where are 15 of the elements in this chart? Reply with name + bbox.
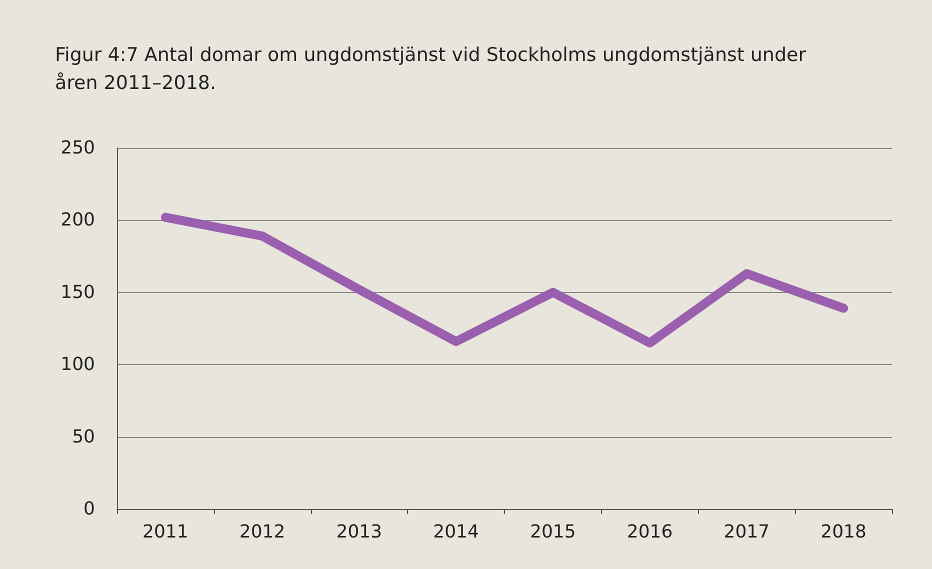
y-tick-label: 250 bbox=[60, 138, 95, 158]
x-tick-label: 2015 bbox=[530, 522, 576, 542]
x-tick-label: 2017 bbox=[724, 522, 770, 542]
y-tick-label: 150 bbox=[60, 282, 95, 303]
x-tick-label: 2016 bbox=[626, 522, 673, 542]
x-tick-label: 2011 bbox=[142, 522, 188, 542]
x-tick-label: 2013 bbox=[336, 522, 382, 542]
y-tick-label: 200 bbox=[60, 210, 95, 231]
y-tick-label: 0 bbox=[84, 498, 95, 520]
x-tick-label: 2014 bbox=[433, 522, 479, 542]
y-tick-label: 100 bbox=[60, 354, 95, 376]
y-tick-label: 50 bbox=[72, 426, 95, 448]
x-tick-label: 2018 bbox=[820, 522, 866, 542]
x-tick-label: 2012 bbox=[239, 522, 286, 542]
chart-title: Figur 4:7 Antal domar om ungdomstjänst vid Stockholms ungdomstjänst under åren 2011–2018. bbox=[55, 44, 812, 94]
